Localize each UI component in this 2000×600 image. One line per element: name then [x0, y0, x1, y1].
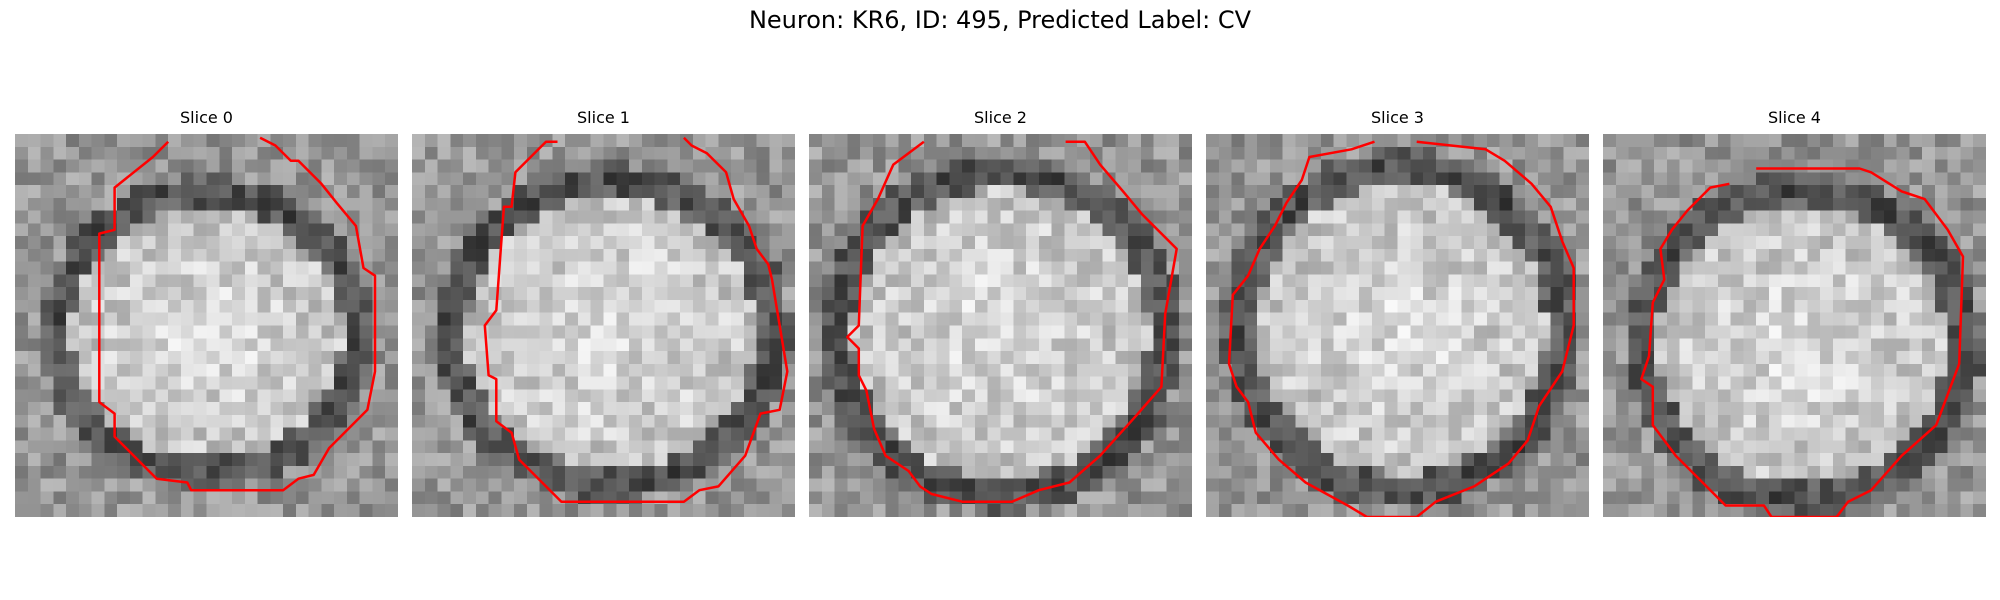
- contour-line-1: [483, 136, 789, 503]
- figure-title: Neuron: KR6, ID: 495, Predicted Label: C…: [748, 6, 1252, 34]
- slice-image-3: [1206, 134, 1589, 517]
- slice-pixels-4: [1603, 134, 1986, 517]
- contour-line-0: [98, 136, 377, 492]
- contour-line-4: [1640, 167, 1965, 517]
- slice-pixels-2: [809, 134, 1192, 517]
- slice-pixels-1: [412, 134, 795, 517]
- slice-title-4: Slice 4: [1768, 108, 1821, 127]
- slice-svg-2: [809, 134, 1192, 517]
- slice-svg-3: [1206, 134, 1589, 517]
- slice-image-2: [809, 134, 1192, 517]
- slice-svg-1: [412, 134, 795, 517]
- slice-title-3: Slice 3: [1371, 108, 1424, 127]
- slice-title-0: Slice 0: [180, 108, 233, 127]
- slice-image-1: [412, 134, 795, 517]
- slice-pixels-3: [1206, 134, 1589, 517]
- slice-title-2: Slice 2: [974, 108, 1027, 127]
- slice-title-1: Slice 1: [577, 108, 630, 127]
- slice-image-0: [15, 134, 398, 517]
- slice-image-4: [1603, 134, 1986, 517]
- slice-pixels-0: [15, 134, 398, 517]
- contour-line-3: [1227, 140, 1575, 517]
- contour-line-2: [846, 140, 1178, 503]
- slice-svg-0: [15, 134, 398, 517]
- slice-svg-4: [1603, 134, 1986, 517]
